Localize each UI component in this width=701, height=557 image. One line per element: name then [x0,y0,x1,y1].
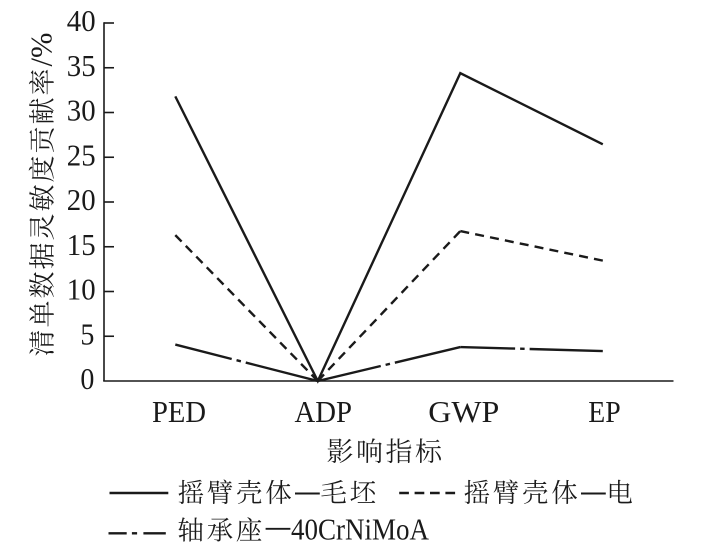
svg-text:30: 30 [67,94,96,128]
svg-text:15: 15 [67,228,96,262]
svg-text:PED: PED [152,395,206,429]
svg-text:0: 0 [80,362,94,396]
svg-text:35: 35 [67,49,96,83]
svg-text:5: 5 [80,317,94,351]
svg-text:ADP: ADP [294,395,352,429]
svg-text:GWP: GWP [428,395,499,429]
svg-text:EP: EP [588,395,620,429]
svg-text:40: 40 [67,4,96,38]
svg-text:25: 25 [67,138,96,172]
svg-text:10: 10 [67,273,96,307]
svg-text:40CrNiMoA: 40CrNiMoA [291,513,429,547]
svg-text:20: 20 [67,183,96,217]
svg-text:/%: /% [25,33,59,67]
